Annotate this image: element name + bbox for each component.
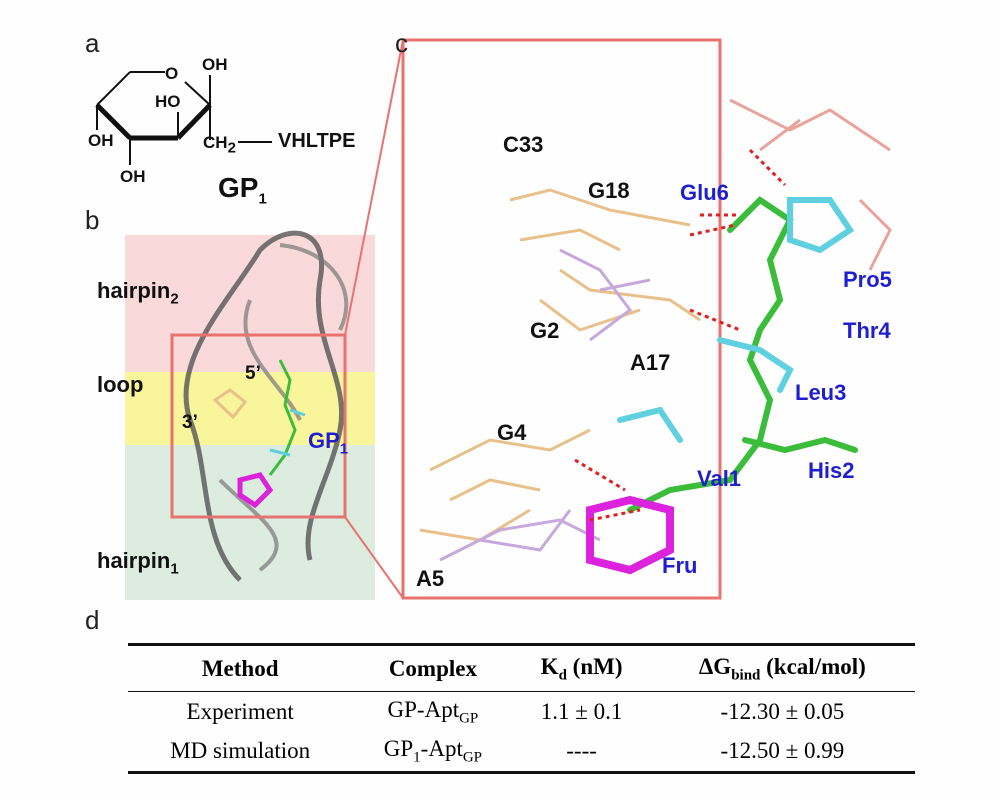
loop-region [125, 372, 375, 445]
ch2-label: CH2 [203, 133, 236, 157]
residue-leu3: Leu3 [795, 380, 847, 405]
header-method: Method [128, 643, 353, 692]
table-row: MD simulation GP1-AptGP ---- -12.50 ± 0.… [128, 731, 915, 774]
label-hairpin1: hairpin1 [97, 548, 179, 578]
aptamer-backbone [183, 230, 344, 582]
hydrogen-bonds [574, 148, 787, 522]
panel-label-c: c [395, 28, 408, 58]
residue-a5: A5 [416, 566, 445, 591]
residue-fru: Fru [662, 553, 698, 578]
zoom-box [170, 333, 347, 519]
cell-complex: GP-AptGP [387, 696, 479, 727]
residue-a17: A17 [630, 350, 671, 375]
panel-label-b: b [85, 205, 100, 235]
nucleotides [419, 98, 892, 562]
residue-pro5: Pro5 [843, 267, 892, 292]
residue-glu6: Glu6 [680, 180, 729, 205]
ho-label: HO [155, 92, 181, 111]
zoom-connector-top [344, 39, 404, 336]
hairpin1-region [125, 445, 375, 600]
oh-top: OH [202, 55, 228, 74]
residue-thr4: Thr4 [843, 318, 891, 343]
cell-dg: -12.30 ± 0.05 [720, 698, 845, 724]
zoom-connector-bottom [344, 516, 404, 599]
binding-table: Method Complex Kd (nM) ΔGbind (kcal/mol)… [128, 643, 915, 774]
cell-method: Experiment [186, 698, 294, 724]
fructose-structure [95, 71, 272, 165]
detail-box [401, 38, 722, 600]
cell-dg: -12.50 ± 0.99 [649, 731, 915, 774]
residue-c33: C33 [503, 132, 544, 157]
header-dg: ΔGbind (kcal/mol) [649, 643, 915, 692]
oh-left: OH [88, 131, 114, 150]
cell-kd: ---- [513, 731, 650, 774]
residue-g4: G4 [497, 420, 527, 445]
peptide-sticks [586, 196, 858, 575]
aptamer-strand [218, 243, 349, 572]
label-loop: loop [97, 372, 144, 397]
header-complex: Complex [352, 643, 514, 692]
ring-oxygen: O [165, 64, 179, 83]
label-gp1: GP1 [308, 428, 349, 458]
panel-label-a: a [85, 28, 100, 58]
label-hairpin2: hairpin2 [97, 278, 179, 308]
label-5-prime: 5’ [245, 363, 261, 384]
panel-label-d: d [85, 605, 100, 635]
cell-kd: 1.1 ± 0.1 [540, 698, 623, 724]
residue-val1: Val1 [697, 466, 742, 491]
compound-name: GP1 [218, 172, 267, 208]
residue-his2: His2 [808, 458, 855, 483]
cell-method: MD simulation [128, 731, 353, 774]
residue-g2: G2 [530, 318, 560, 343]
label-3-prime: 3’ [182, 412, 198, 433]
cell-complex: GP1-AptGP [352, 731, 514, 774]
table-header: Method Complex Kd (nM) ΔGbind (kcal/mol) [128, 643, 915, 692]
ligand-mini [212, 359, 306, 509]
residue-g18: G18 [588, 178, 630, 203]
peptide-sequence: VHLTPE [278, 130, 356, 152]
header-kd: Kd (nM) [513, 643, 650, 692]
oh-bottom: OH [120, 167, 146, 186]
table-row: Experiment GP-AptGP 1.1 ± 0.1 -12.30 ± 0… [128, 691, 915, 731]
